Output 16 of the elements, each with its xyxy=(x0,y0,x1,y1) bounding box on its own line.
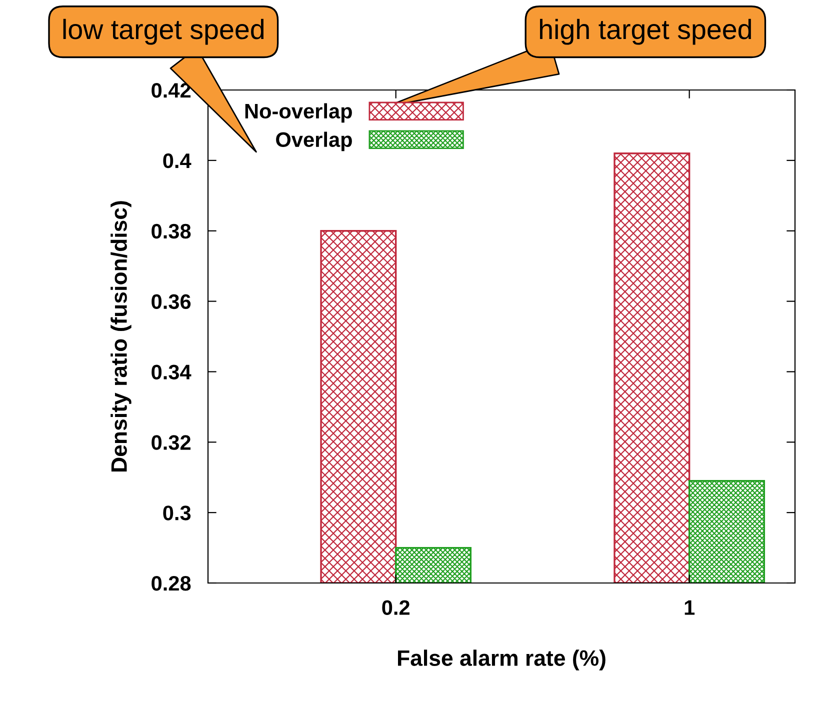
y-tick-label: 0.38 xyxy=(152,224,191,239)
y-tick-label: 0.36 xyxy=(152,294,191,310)
y-tick-label: 0.34 xyxy=(152,364,192,380)
y-tick-label: 0.3 xyxy=(163,506,191,520)
text: high target speed xyxy=(540,18,751,45)
text: low target speed xyxy=(63,18,264,45)
y-axis-title: Density ratio (fusion/disc) xyxy=(110,201,132,472)
y-tick-label: 0.32 xyxy=(152,435,191,450)
x-axis-title: False alarm rate (%) xyxy=(398,650,606,670)
x-tick-label: 1 xyxy=(684,600,695,615)
x-tick-label: 0.2 xyxy=(382,600,410,615)
y-tick-label: 0.4 xyxy=(163,153,192,168)
y-tick-label: 0.28 xyxy=(152,576,191,591)
y-tick-label: 0.42 xyxy=(152,83,191,98)
legend-label: No-overlap xyxy=(245,103,352,123)
legend-label: Overlap xyxy=(276,132,352,152)
